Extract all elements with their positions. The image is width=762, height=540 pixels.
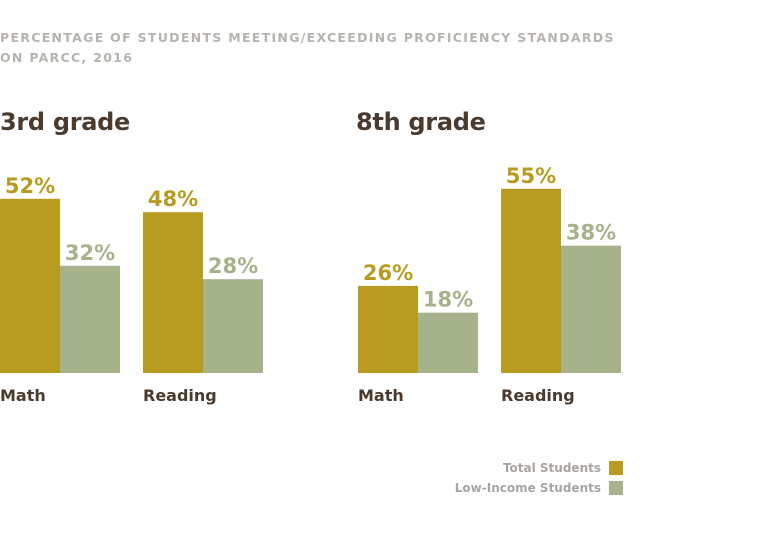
data-label-low-income-reading: 38% (566, 221, 616, 245)
chart-title: PERCENTAGE OF STUDENTS MEETING/EXCEEDING… (0, 28, 640, 68)
legend-swatch-total (609, 461, 623, 475)
category-label-math: Math (358, 386, 404, 405)
category-label-reading: Reading (501, 386, 575, 405)
data-label-total-math: 26% (363, 261, 413, 285)
data-label-low-income-math: 32% (65, 241, 115, 265)
data-label-total-reading: 48% (148, 187, 198, 211)
data-label-low-income-reading: 28% (208, 254, 258, 278)
legend-label-total: Total Students (502, 461, 601, 475)
legend-item-total: Total Students (455, 458, 623, 478)
data-label-total-reading: 55% (506, 164, 556, 188)
panel-1: 26% 18% Math 55% 38% Reading (358, 164, 621, 405)
bar-total-reading (143, 212, 203, 373)
legend-label-low-income: Low-Income Students (454, 481, 601, 495)
bar-low-income-reading (561, 245, 621, 373)
bar-total-reading (501, 188, 561, 373)
legend: Total Students Low-Income Students (455, 458, 623, 498)
category-label-math: Math (0, 386, 46, 405)
chart-title-line-2: ON PARCC, 2016 (0, 50, 134, 65)
data-label-total-math: 52% (5, 174, 55, 198)
data-label-low-income-math: 18% (423, 288, 473, 312)
chart-title-line-1: PERCENTAGE OF STUDENTS MEETING/EXCEEDING… (0, 30, 615, 45)
bar-low-income-math (60, 265, 120, 373)
panel-title-3rd-grade: 3rd grade (0, 108, 131, 136)
bar-low-income-reading (203, 279, 263, 373)
legend-item-low-income: Low-Income Students (455, 478, 623, 498)
legend-swatch-low-income (609, 481, 623, 495)
panel-title-8th-grade: 8th grade (356, 108, 486, 136)
bar-total-math (0, 198, 60, 373)
panel-0: 52% 32% Math 48% 28% Reading (0, 174, 263, 405)
bar-low-income-math (418, 312, 478, 373)
category-label-reading: Reading (143, 386, 217, 405)
bar-total-math (358, 285, 418, 373)
